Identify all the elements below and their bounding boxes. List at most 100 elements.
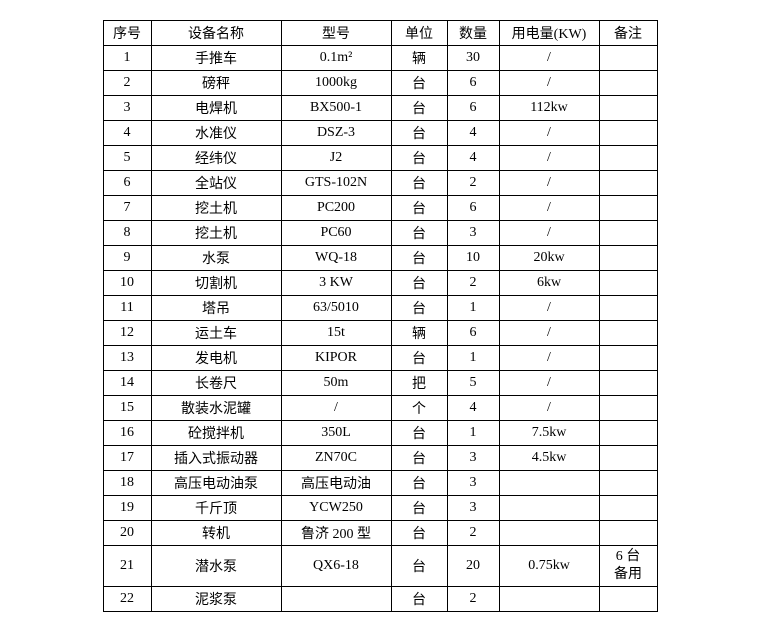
cell-name: 塔吊 (151, 296, 281, 321)
cell-seq: 6 (103, 171, 151, 196)
cell-qty: 2 (447, 521, 499, 546)
cell-seq: 4 (103, 121, 151, 146)
cell-model: 3 KW (281, 271, 391, 296)
cell-remark (599, 146, 657, 171)
cell-name: 挖土机 (151, 196, 281, 221)
cell-remark (599, 96, 657, 121)
cell-remark (599, 246, 657, 271)
cell-name: 散装水泥罐 (151, 396, 281, 421)
cell-seq: 22 (103, 587, 151, 612)
cell-unit: 台 (391, 146, 447, 171)
cell-qty: 2 (447, 587, 499, 612)
col-header-remark: 备注 (599, 21, 657, 46)
cell-unit: 台 (391, 221, 447, 246)
table-row: 22泥浆泵台2 (103, 587, 657, 612)
cell-power: / (499, 221, 599, 246)
cell-power: 6kw (499, 271, 599, 296)
cell-power: / (499, 371, 599, 396)
cell-model: ZN70C (281, 446, 391, 471)
cell-qty: 4 (447, 121, 499, 146)
cell-qty: 20 (447, 546, 499, 587)
cell-qty: 2 (447, 171, 499, 196)
table-row: 12运土车15t辆6/ (103, 321, 657, 346)
cell-power: / (499, 121, 599, 146)
cell-model: J2 (281, 146, 391, 171)
equipment-table: 序号 设备名称 型号 单位 数量 用电量(KW) 备注 1手推车0.1m²辆30… (103, 20, 658, 612)
cell-power: / (499, 196, 599, 221)
cell-seq: 5 (103, 146, 151, 171)
cell-seq: 19 (103, 496, 151, 521)
cell-power: / (499, 346, 599, 371)
cell-power: / (499, 396, 599, 421)
cell-model: GTS-102N (281, 171, 391, 196)
cell-power (499, 521, 599, 546)
cell-seq: 9 (103, 246, 151, 271)
cell-model: WQ-18 (281, 246, 391, 271)
cell-power: 0.75kw (499, 546, 599, 587)
cell-seq: 14 (103, 371, 151, 396)
cell-unit: 台 (391, 196, 447, 221)
table-row: 1手推车0.1m²辆30/ (103, 46, 657, 71)
cell-name: 挖土机 (151, 221, 281, 246)
table-row: 4水准仪DSZ-3台4/ (103, 121, 657, 146)
cell-unit: 辆 (391, 321, 447, 346)
cell-name: 手推车 (151, 46, 281, 71)
cell-unit: 把 (391, 371, 447, 396)
cell-seq: 18 (103, 471, 151, 496)
cell-seq: 10 (103, 271, 151, 296)
cell-model: 0.1m² (281, 46, 391, 71)
cell-unit: 台 (391, 521, 447, 546)
cell-power: 7.5kw (499, 421, 599, 446)
cell-model: 1000kg (281, 71, 391, 96)
cell-qty: 6 (447, 321, 499, 346)
cell-seq: 13 (103, 346, 151, 371)
cell-model: / (281, 396, 391, 421)
cell-seq: 11 (103, 296, 151, 321)
cell-qty: 3 (447, 446, 499, 471)
cell-remark: 6 台备用 (599, 546, 657, 587)
cell-qty: 4 (447, 146, 499, 171)
table-row: 20转机鲁济 200 型台2 (103, 521, 657, 546)
table-row: 5经纬仪J2台4/ (103, 146, 657, 171)
cell-remark (599, 446, 657, 471)
cell-seq: 7 (103, 196, 151, 221)
cell-qty: 3 (447, 496, 499, 521)
cell-seq: 8 (103, 221, 151, 246)
cell-unit: 台 (391, 271, 447, 296)
cell-unit: 台 (391, 421, 447, 446)
cell-remark (599, 346, 657, 371)
cell-remark (599, 221, 657, 246)
table-row: 14长卷尺50m把5/ (103, 371, 657, 396)
table-row: 11塔吊63/5010台1/ (103, 296, 657, 321)
cell-power: / (499, 171, 599, 196)
table-row: 6全站仪GTS-102N台2/ (103, 171, 657, 196)
table-row: 2磅秤1000kg台6/ (103, 71, 657, 96)
cell-qty: 2 (447, 271, 499, 296)
cell-name: 转机 (151, 521, 281, 546)
cell-qty: 10 (447, 246, 499, 271)
cell-qty: 6 (447, 71, 499, 96)
table-row: 17插入式振动器ZN70C台34.5kw (103, 446, 657, 471)
cell-remark (599, 121, 657, 146)
table-row: 16砼搅拌机350L台17.5kw (103, 421, 657, 446)
cell-remark (599, 71, 657, 96)
cell-remark (599, 296, 657, 321)
cell-seq: 1 (103, 46, 151, 71)
cell-name: 千斤顶 (151, 496, 281, 521)
cell-seq: 15 (103, 396, 151, 421)
cell-seq: 20 (103, 521, 151, 546)
col-header-power: 用电量(KW) (499, 21, 599, 46)
cell-model: PC60 (281, 221, 391, 246)
cell-unit: 台 (391, 471, 447, 496)
cell-name: 经纬仪 (151, 146, 281, 171)
cell-power: / (499, 296, 599, 321)
cell-unit: 台 (391, 246, 447, 271)
cell-qty: 1 (447, 346, 499, 371)
table-row: 9水泵WQ-18台1020kw (103, 246, 657, 271)
cell-qty: 3 (447, 221, 499, 246)
cell-unit: 台 (391, 587, 447, 612)
cell-remark (599, 421, 657, 446)
cell-unit: 台 (391, 121, 447, 146)
cell-name: 发电机 (151, 346, 281, 371)
cell-name: 长卷尺 (151, 371, 281, 396)
